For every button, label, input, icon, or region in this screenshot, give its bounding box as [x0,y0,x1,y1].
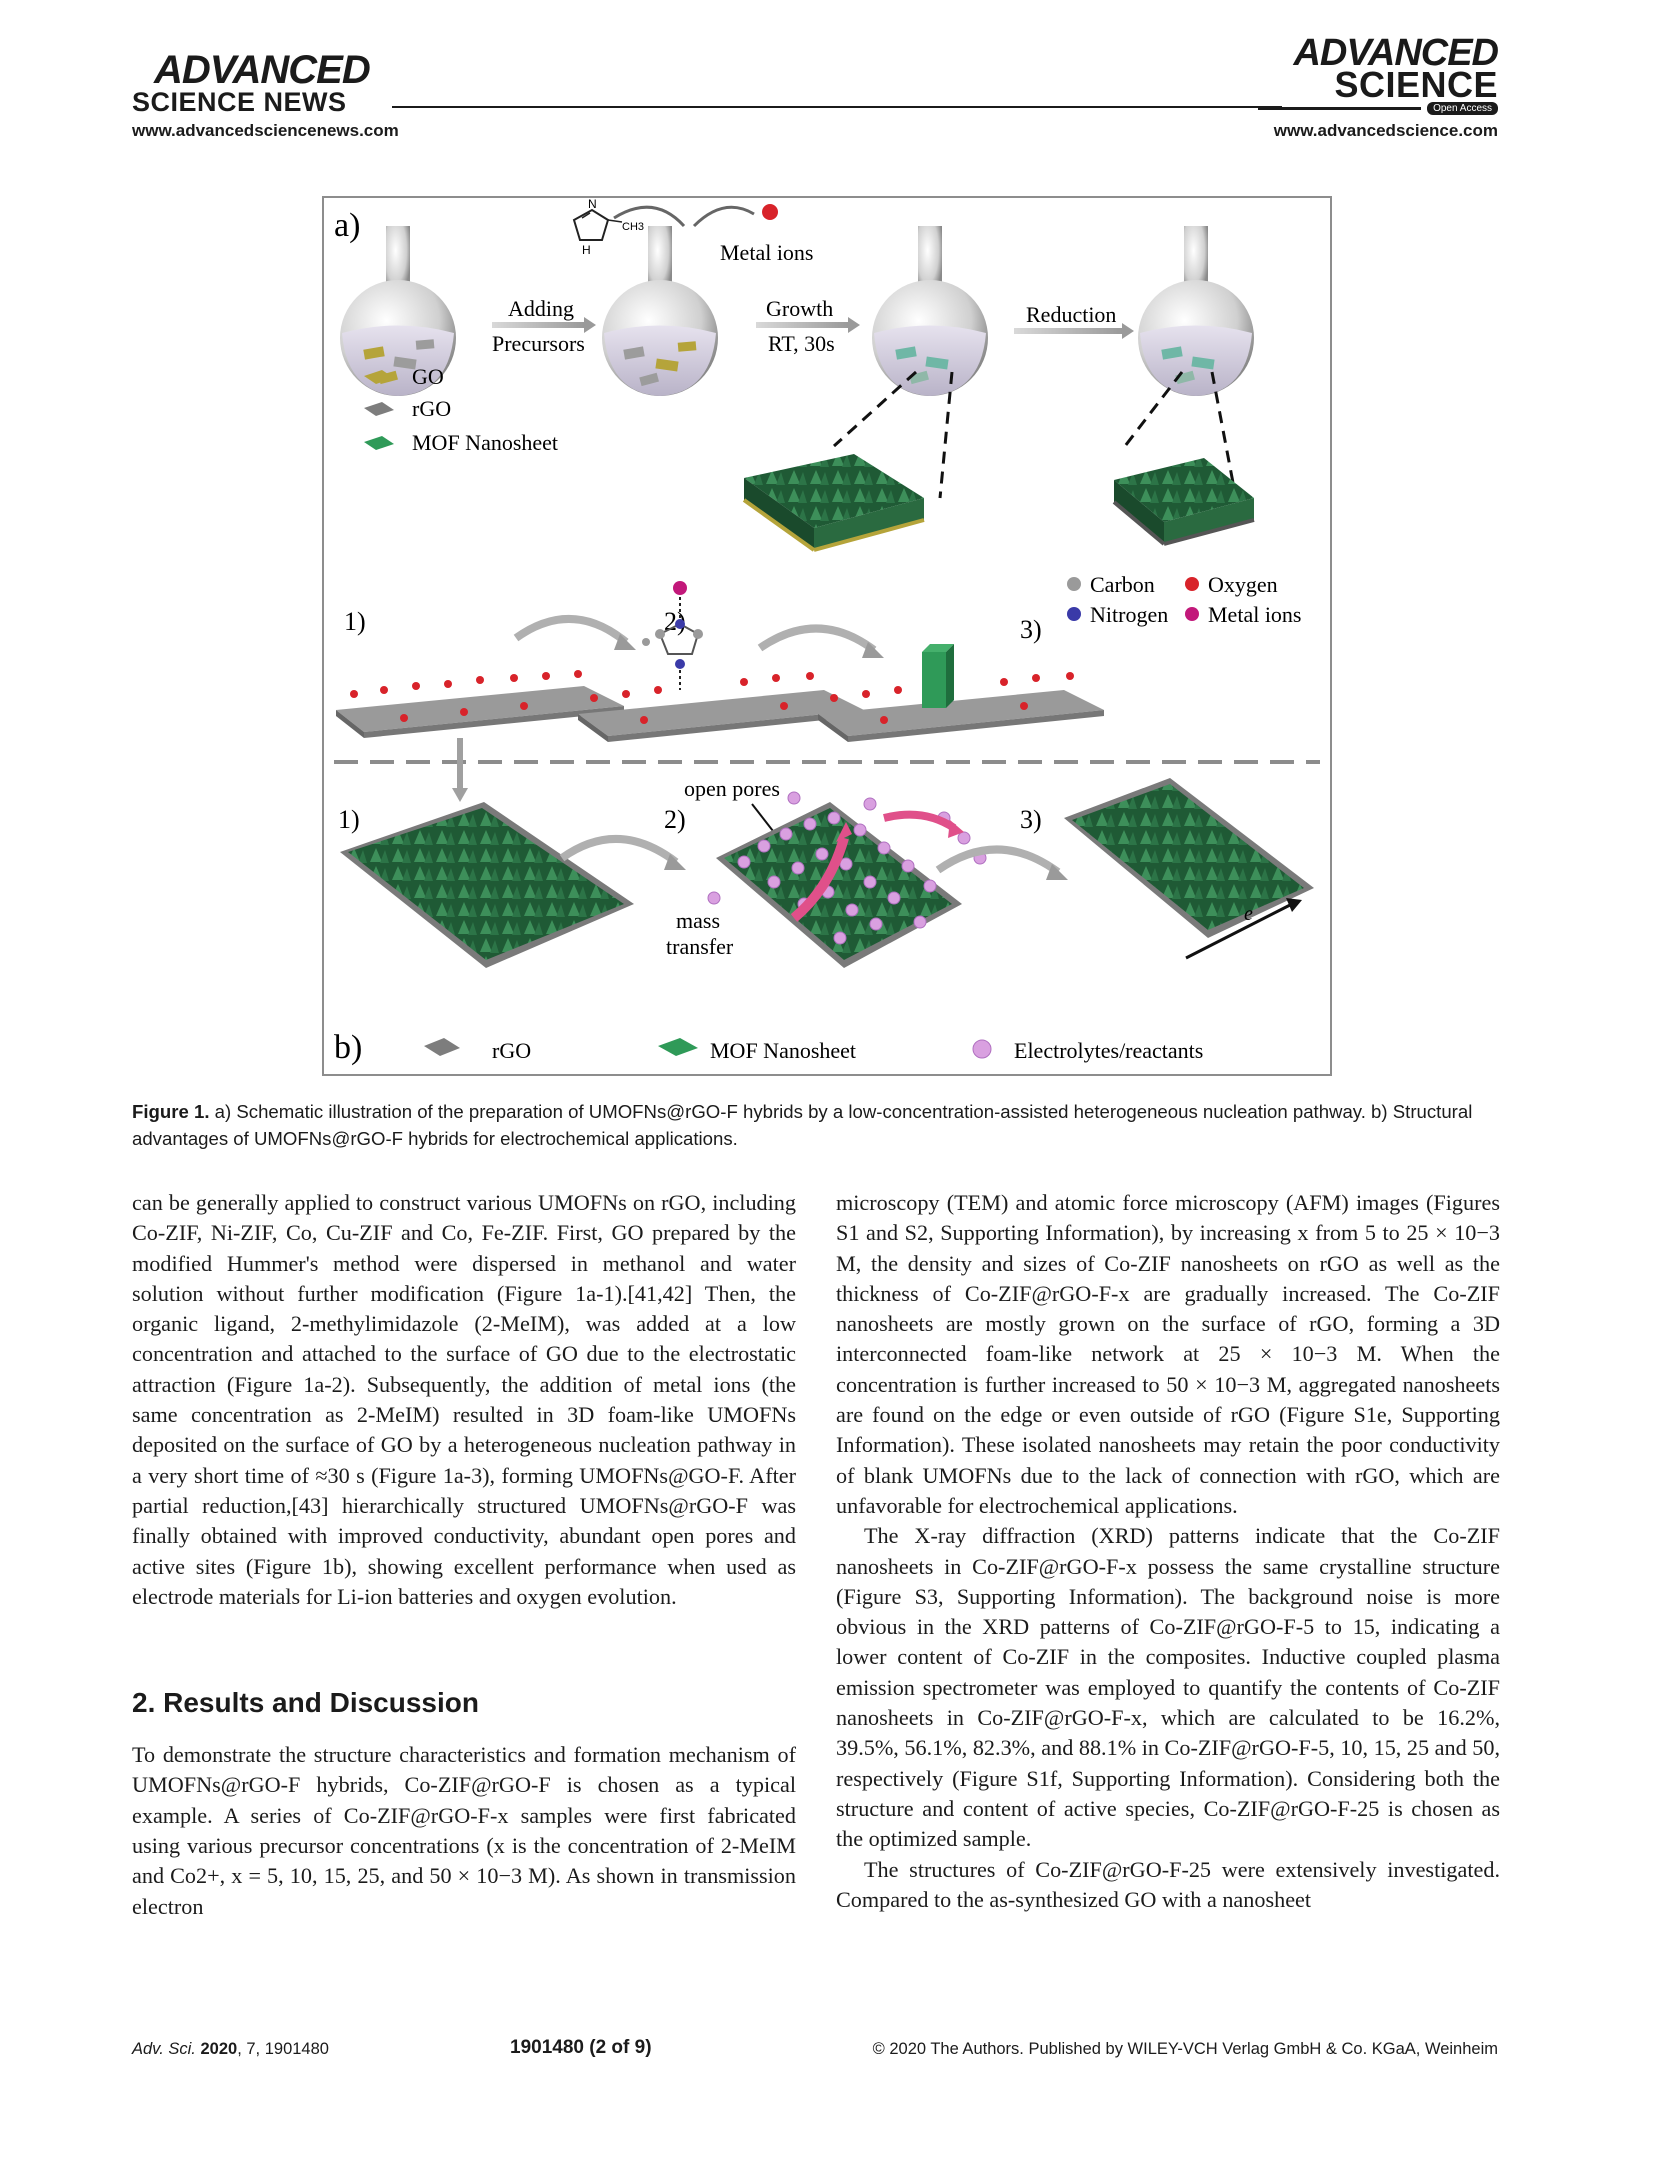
electron-label: e [1244,903,1253,925]
header-url-right[interactable]: www.advancedscience.com [1273,121,1498,140]
bottom-rgo-label: rGO [492,1038,531,1063]
bottom-electrolyte-swatch [972,1039,992,1059]
metal-ions-label: Metal ions [720,240,814,265]
footer-journal: Adv. Sci. [132,2040,196,2058]
ch3-label: CH3 [622,221,644,233]
carbon-label: Carbon [1090,572,1155,597]
nitrogen-swatch [1067,607,1081,621]
caption-label: Figure 1. [132,1101,210,1122]
left-paragraph-2: To demonstrate the structure characteris… [132,1742,796,1919]
right-paragraph-2: The X-ray diffraction (XRD) patterns ind… [836,1523,1500,1852]
flask-2 [602,226,718,396]
stage-2-label-bottom: 2) [664,805,686,834]
foam-structure-1 [340,802,634,968]
metal-swatch [1185,607,1199,621]
bottom-electrolyte-label: Electrolytes/reactants [1014,1038,1203,1063]
foam-structure-3: e [1064,778,1314,960]
methylimidazole-molecule: N H CH3 [572,198,644,257]
foam-arrow-1-2 [559,835,679,866]
stage-arrow-1-2 [513,615,629,646]
stage-1-label-bottom: 1) [338,805,360,834]
carbon-swatch [1067,577,1081,591]
mof-on-go-block [742,454,925,552]
step-growth-label: Growth [766,296,833,321]
stage-3-label-top: 3) [1020,615,1042,644]
bottom-mof-label: MOF Nanosheet [710,1038,856,1063]
journal-brand-left: ADVANCED SCIENCE NEWS [132,48,432,117]
metal-label: Metal ions [1208,602,1302,627]
transfer-label: transfer [666,934,734,959]
caption-text: a) Schematic illustration of the prepara… [132,1101,1473,1149]
bottom-rgo-swatch [424,1038,460,1056]
curve-arrow-metal [692,205,755,228]
flask-1 [340,226,456,396]
flask-4 [1138,226,1254,396]
brand-advanced-right: ADVANCED [1293,32,1499,74]
right-paragraph-1: microscopy (TEM) and atomic force micros… [836,1190,1500,1518]
oxygen-label: Oxygen [1208,572,1278,597]
brand-advanced: ADVANCED [154,48,371,92]
stage-1-label-top: 1) [344,607,366,636]
step-rt-label: RT, 30s [768,331,835,356]
open-access-rule [1258,107,1422,110]
foam-arrow-2-3 [935,845,1061,876]
brand-science: SCIENCE [1334,64,1498,105]
panel-b-label: b) [334,1029,362,1066]
open-access-badge: Open Access [1427,102,1498,115]
panel-a-label: a) [334,207,360,244]
step-adding-arrow [492,322,584,328]
n-label: N [588,198,597,211]
header-url-left[interactable]: www.advancedsciencenews.com [132,121,399,140]
stage-arrow-2-3 [757,624,877,654]
stage-3-label-bottom: 3) [1020,805,1042,834]
footer-page-number: 1901480 (2 of 9) [510,2037,652,2058]
legend-rgo-label: rGO [412,396,451,421]
mass-transfer-arrow [790,836,849,922]
mof-on-rgo-block [1112,458,1255,546]
legend-mof-swatch [364,436,394,450]
mass-label: mass [676,908,720,933]
header-rule [392,106,1282,108]
graphene-sheet-2 [578,581,864,742]
figure-1-schematic: a) N H CH3 Metal ions [334,198,1320,1066]
atom-legend: Carbon Oxygen Nitrogen Metal ions [1067,572,1302,627]
footer-volume: , 7, 1901480 [237,2040,329,2058]
journal-brand-right: ADVANCED SCIENCE Open Access [1258,32,1499,115]
left-paragraph-1: can be generally applied to construct va… [132,1190,796,1609]
step-precursors-label: Precursors [492,331,585,356]
legend-rgo-swatch [364,402,394,416]
step-adding-label: Adding [508,296,574,321]
legend-top: GO rGO MOF Nanosheet [364,364,558,455]
metal-ion-dot [762,204,778,220]
section-title: 2. Results and Discussion [132,1687,479,1719]
graphene-sheet-3 [818,644,1104,742]
left-column: can be generally applied to construct va… [132,1188,796,1922]
foam-structure-2 [707,791,987,968]
nh-label: H [582,243,591,257]
right-column: microscopy (TEM) and atomic force micros… [836,1188,1500,1915]
step-growth-arrow [756,322,848,328]
legend-mof-label: MOF Nanosheet [412,430,558,455]
brand-science-news: SCIENCE NEWS [132,87,347,117]
footer-copyright: © 2020 The Authors. Published by WILEY-V… [872,2040,1498,2058]
flask-3 [872,226,988,396]
figure-1: a) N H CH3 Metal ions [322,196,1332,1076]
legend-go-swatch [364,370,394,384]
nitrogen-label: Nitrogen [1090,602,1168,627]
footer-citation: Adv. Sci. 2020, 7, 1901480 [132,2040,329,2059]
oxygen-swatch [1185,577,1199,591]
curve-arrow-molecule [613,205,686,228]
figure-caption: Figure 1. a) Schematic illustration of t… [132,1098,1502,1152]
bottom-mof-swatch [658,1038,698,1056]
step-reduction-label: Reduction [1026,302,1116,327]
open-pores-label: open pores [684,776,780,801]
footer-year: 2020 [200,2040,238,2058]
legend-go-label: GO [412,364,444,389]
graphene-sheet-1 [336,670,624,738]
step-reduction-arrow [1014,328,1122,334]
right-paragraph-3: The structures of Co-ZIF@rGO-F-25 were e… [836,1856,1500,1912]
